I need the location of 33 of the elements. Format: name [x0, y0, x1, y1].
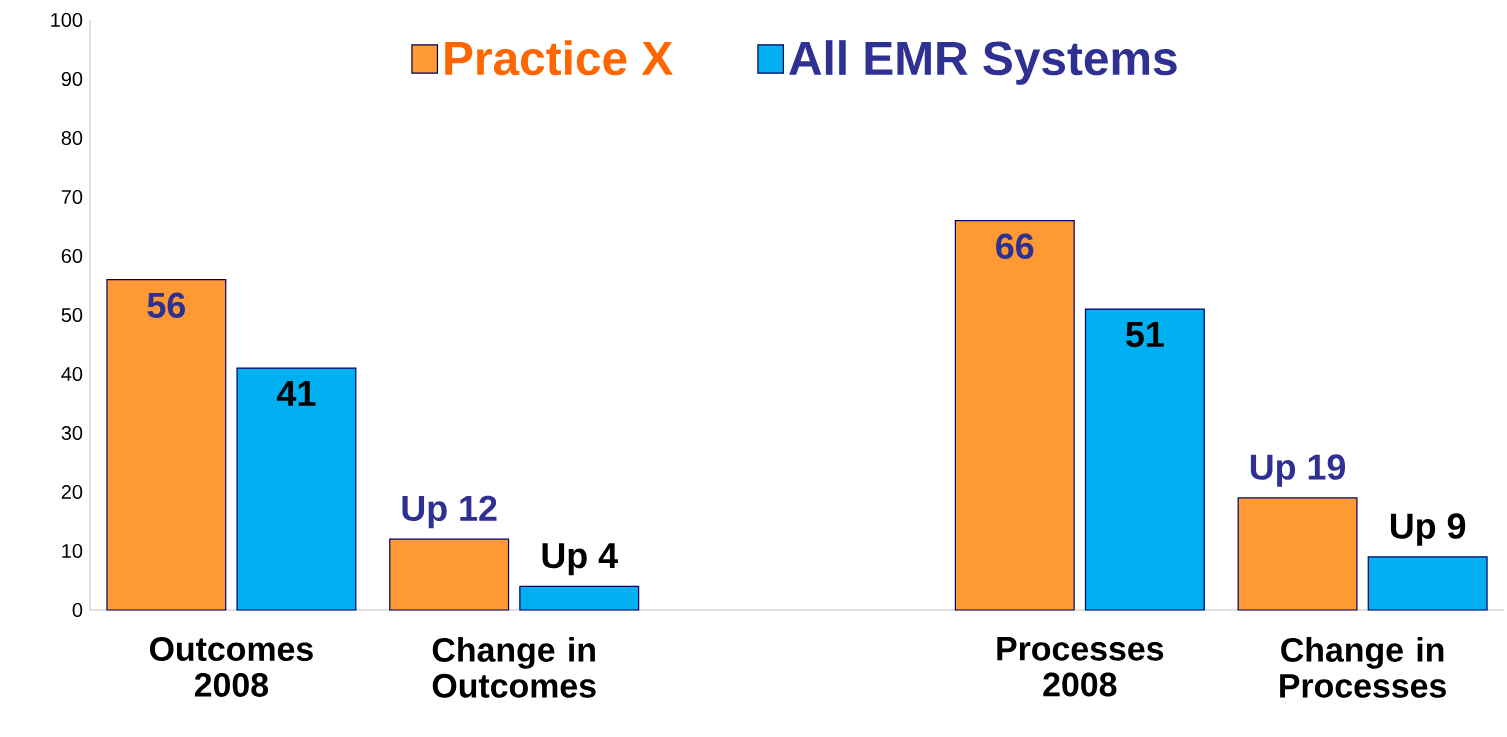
bar: [389, 538, 510, 611]
bar: [1084, 308, 1205, 611]
y-tick-label: 30: [61, 425, 83, 441]
data-label: Up 19: [1250, 454, 1346, 487]
bar: [1367, 556, 1488, 611]
data-label: 41: [277, 381, 316, 406]
y-tick-label: 10: [62, 543, 83, 559]
data-label: 51: [1126, 322, 1164, 348]
bar: [106, 278, 227, 611]
y-tick-label: 100: [51, 12, 83, 28]
data-label: 66: [996, 233, 1034, 260]
data-label: Up 12: [402, 495, 497, 529]
y-tick-label: 20: [61, 484, 83, 500]
bar: [519, 585, 640, 611]
y-tick-label: 50: [61, 307, 83, 323]
y-tick-label: 70: [61, 189, 83, 205]
bar: [236, 367, 357, 611]
y-tick-label: 40: [61, 366, 83, 382]
y-tick-label: 90: [61, 71, 83, 87]
bar: [1237, 497, 1358, 611]
x-tick-label: Processes 2008: [997, 637, 1164, 697]
legend-label: All EMR Systems: [789, 40, 1177, 85]
bar: [954, 219, 1075, 611]
data-label: Up 9: [1390, 513, 1466, 546]
y-tick-label: 80: [61, 130, 83, 146]
data-label: 56: [147, 292, 186, 319]
data-label: Up 4: [542, 543, 618, 576]
x-tick-label: Outcomes 2008: [149, 637, 313, 697]
x-tick-label: Change in Processes: [1280, 637, 1446, 698]
y-tick-label: 0: [72, 602, 83, 618]
legend-label: Practice X: [445, 40, 673, 76]
y-tick-label: 60: [61, 248, 83, 264]
x-tick-label: Change in Outcomes: [432, 637, 596, 698]
